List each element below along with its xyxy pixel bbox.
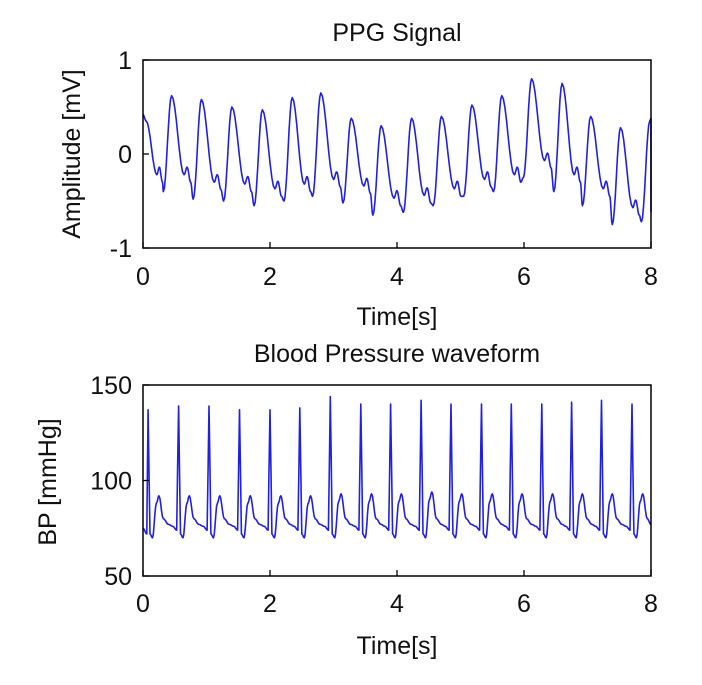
- ppg-y-axis-label: Amplitude [mV]: [58, 69, 86, 239]
- ppg-chart-title: PPG Signal: [332, 19, 461, 47]
- bp-x-tick-label: 4: [390, 590, 404, 618]
- bp-x-ticks: 0 2 4 6 8: [136, 570, 658, 618]
- ppg-x-tick-label: 0: [136, 263, 150, 291]
- ppg-x-tick-label: 2: [263, 263, 277, 291]
- ppg-x-axis-label: Time[s]: [356, 303, 437, 331]
- ppg-y-tick-label: 0: [118, 141, 132, 169]
- bp-y-tick-label: 50: [104, 563, 132, 591]
- ppg-x-tick-label: 6: [517, 263, 531, 291]
- bp-x-tick-label: 0: [136, 590, 150, 618]
- ppg-x-ticks: 0 2 4 6 8: [136, 242, 658, 291]
- ppg-x-tick-label: 8: [644, 263, 658, 291]
- ppg-y-tick-label: -1: [110, 235, 132, 263]
- ppg-signal-line: [142, 78, 652, 226]
- bp-chart-title: Blood Pressure waveform: [254, 340, 540, 368]
- bp-y-ticks: 50 100 150: [90, 372, 149, 591]
- bp-x-tick-label: 2: [263, 590, 277, 618]
- ppg-plot-frame: [142, 59, 652, 249]
- bp-chart: Blood Pressure waveform 0 2 4 6 8 50 100 150 T…: [34, 340, 658, 660]
- ppg-y-ticks: -1 0 1: [110, 47, 149, 263]
- ppg-x-tick-label: 4: [390, 263, 404, 291]
- bp-plot-frame: [142, 384, 652, 577]
- bp-y-axis-label: BP [mmHg]: [34, 418, 62, 545]
- bp-y-tick-label: 100: [90, 468, 132, 496]
- bp-x-tick-label: 6: [517, 590, 531, 618]
- bp-waveform-line: [142, 395, 652, 539]
- bp-x-axis-label: Time[s]: [356, 632, 437, 660]
- bp-y-tick-label: 150: [90, 372, 132, 400]
- bp-x-tick-label: 8: [644, 590, 658, 618]
- ppg-y-tick-label: 1: [118, 47, 132, 75]
